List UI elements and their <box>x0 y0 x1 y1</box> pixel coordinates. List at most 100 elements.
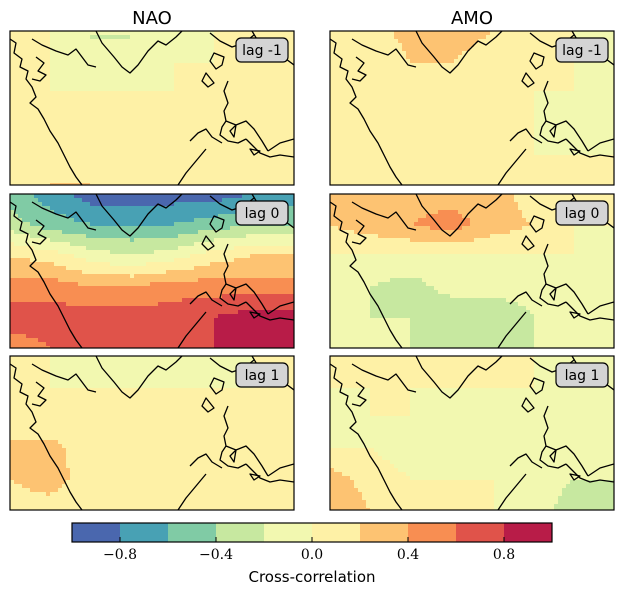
heat-cell <box>174 95 179 100</box>
heat-cell <box>422 79 427 84</box>
heat-cell <box>98 71 103 76</box>
heat-cell <box>74 103 79 108</box>
heat-cell <box>406 71 411 76</box>
heat-cell <box>46 67 51 72</box>
heat-cell <box>146 171 151 176</box>
heat-cell <box>246 115 251 120</box>
heat-cell <box>414 143 419 148</box>
heat-cell <box>78 115 83 120</box>
heat-cell <box>558 115 563 120</box>
heat-cell <box>562 143 567 148</box>
heat-cell <box>170 99 175 104</box>
heat-cell <box>498 111 503 116</box>
heat-cell <box>434 39 439 44</box>
heat-cell <box>230 115 235 120</box>
heat-cell <box>330 151 335 156</box>
heat-cell <box>74 163 79 168</box>
heat-cell <box>70 159 75 164</box>
heat-cell <box>38 159 43 164</box>
heat-cell <box>162 31 167 36</box>
heat-cell <box>522 35 527 40</box>
heat-cell <box>82 135 87 140</box>
heat-cell <box>78 127 83 132</box>
heat-cell <box>222 183 227 185</box>
heat-cell <box>282 107 287 112</box>
heat-cell <box>274 135 279 140</box>
heat-cell <box>422 39 427 44</box>
heat-cell <box>586 119 591 124</box>
heat-cell <box>446 51 451 56</box>
heat-cell <box>90 135 95 140</box>
heat-cell <box>114 83 119 88</box>
heat-cell <box>58 43 63 48</box>
heat-cell <box>134 103 139 108</box>
heat-cell <box>454 107 459 112</box>
heat-cell <box>186 71 191 76</box>
heat-cell <box>582 107 587 112</box>
heat-cell <box>390 95 395 100</box>
heat-cell <box>430 87 435 92</box>
heat-cell <box>446 123 451 128</box>
heat-cell <box>166 95 171 100</box>
heat-cell <box>190 63 195 68</box>
heat-cell <box>354 107 359 112</box>
heat-cell <box>462 127 467 132</box>
heat-cell <box>86 83 91 88</box>
heat-cell <box>354 115 359 120</box>
heat-cell <box>354 151 359 156</box>
heat-cell <box>106 99 111 104</box>
heat-cell <box>150 95 155 100</box>
heat-cell <box>518 87 523 92</box>
heat-cell <box>550 55 555 60</box>
heat-cell <box>462 39 467 44</box>
heat-cell <box>546 99 551 104</box>
heat-cell <box>90 43 95 48</box>
heat-cell <box>194 63 199 68</box>
heat-cell <box>146 47 151 52</box>
heat-cell <box>138 143 143 148</box>
heat-cell <box>470 51 475 56</box>
heat-cell <box>438 119 443 124</box>
heat-cell <box>330 67 335 72</box>
heat-cell <box>438 47 443 52</box>
heat-cell <box>234 151 239 156</box>
heat-cell <box>102 179 107 184</box>
heat-cell <box>110 35 115 40</box>
heat-cell <box>282 155 287 160</box>
heat-cell <box>382 95 387 100</box>
heat-cell <box>238 87 243 92</box>
heat-cell <box>366 39 371 44</box>
heat-cell <box>82 59 87 64</box>
heat-cell <box>90 171 95 176</box>
heat-cell <box>434 87 439 92</box>
heat-cell <box>222 127 227 132</box>
heat-cell <box>22 147 27 152</box>
heat-cell <box>158 139 163 144</box>
heat-cell <box>362 123 367 128</box>
heat-cell <box>410 39 415 44</box>
heat-cell <box>86 43 91 48</box>
heat-cell <box>426 99 431 104</box>
heat-cell <box>410 67 415 72</box>
heat-cell <box>490 95 495 100</box>
heat-cell <box>358 75 363 80</box>
heat-cell <box>466 111 471 116</box>
heat-cell <box>34 35 39 40</box>
heat-cell <box>402 143 407 148</box>
heat-cell <box>582 71 587 76</box>
heat-cell <box>78 103 83 108</box>
heat-cell <box>142 119 147 124</box>
heat-cell <box>590 75 595 80</box>
heat-cell <box>482 131 487 136</box>
heat-cell <box>194 91 199 96</box>
heat-cell <box>342 87 347 92</box>
heat-cell <box>470 47 475 52</box>
heat-cell <box>366 111 371 116</box>
heat-cell <box>66 83 71 88</box>
heat-cell <box>126 139 131 144</box>
heat-cell <box>334 51 339 56</box>
heat-cell <box>94 63 99 68</box>
heat-cell <box>78 39 83 44</box>
heat-cell <box>266 103 271 108</box>
heat-cell <box>182 35 187 40</box>
